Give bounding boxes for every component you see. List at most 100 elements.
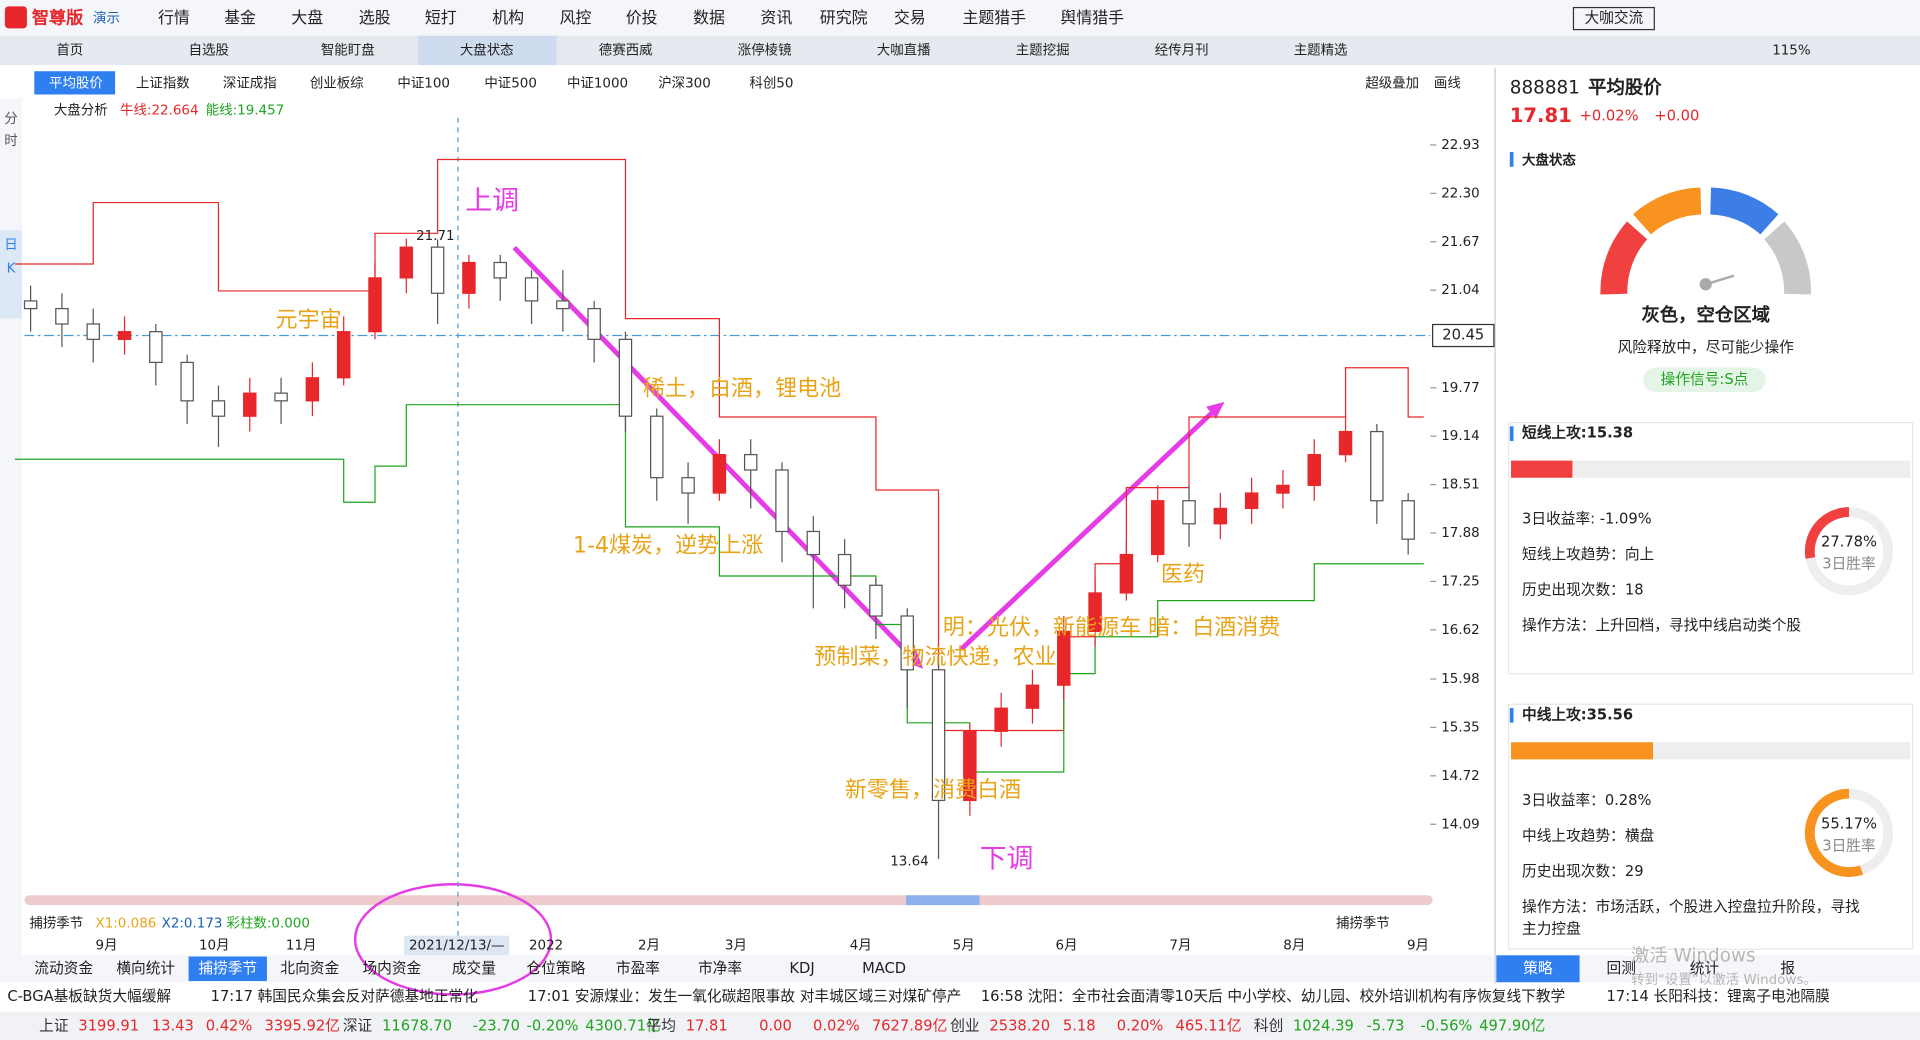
panel-tab[interactable]: 报 bbox=[1780, 960, 1795, 977]
name: 平均股价 bbox=[1588, 76, 1662, 98]
ring-value: 27.78% bbox=[1821, 534, 1877, 551]
menu-item[interactable]: 短打 bbox=[425, 8, 457, 27]
side-label[interactable]: 日 bbox=[4, 238, 17, 253]
toolbar-button[interactable]: 科创50 bbox=[749, 75, 793, 91]
index-field: 0.20% bbox=[1117, 1017, 1164, 1034]
candle-body bbox=[1088, 592, 1102, 632]
ring-arc bbox=[1804, 788, 1864, 877]
chat-button-frame[interactable] bbox=[1572, 6, 1655, 31]
toolbar-button[interactable]: 沪深300 bbox=[658, 75, 711, 91]
side-label[interactable]: 分 bbox=[4, 111, 17, 127]
toolbar-button[interactable]: 中证500 bbox=[484, 75, 537, 91]
toolbar bbox=[0, 67, 1494, 97]
tab[interactable]: 经传月刊 bbox=[1155, 42, 1209, 58]
x-tick-label: 5月 bbox=[953, 939, 975, 954]
menu-item[interactable]: 资讯 bbox=[760, 8, 792, 27]
x-tick-label: 3月 bbox=[725, 939, 747, 954]
menu-item[interactable]: 数据 bbox=[693, 8, 725, 27]
tab[interactable]: 主题精选 bbox=[1294, 42, 1348, 58]
panel-tab[interactable]: 策略 bbox=[1523, 960, 1553, 977]
side-label[interactable]: K bbox=[7, 261, 17, 276]
candle-body bbox=[1276, 484, 1290, 494]
candle-body bbox=[712, 454, 727, 494]
card-line: 3日收益率：0.28% bbox=[1522, 792, 1651, 809]
bottom-tab[interactable]: 流动资金 bbox=[34, 960, 93, 977]
bottom-tab[interactable]: 场内资金 bbox=[362, 960, 421, 977]
menu-item[interactable]: 基金 bbox=[224, 8, 256, 27]
arrow-head bbox=[1206, 401, 1225, 419]
x-tick-label: 2022 bbox=[529, 939, 563, 954]
card-title: 中线上攻:35.56 bbox=[1522, 705, 1633, 723]
bottom-tab[interactable]: 市净率 bbox=[698, 960, 742, 977]
high-label: 21.71 bbox=[416, 229, 455, 244]
tab[interactable]: 自选股 bbox=[189, 42, 229, 58]
news-item[interactable]: 17:14 长阳科技：锂离子电池隔膜 bbox=[1607, 988, 1831, 1005]
bottom-tab[interactable]: MACD bbox=[862, 960, 906, 977]
lower-band bbox=[14, 404, 1424, 773]
index-field: 0.00 bbox=[759, 1017, 792, 1034]
menu-item[interactable]: 选股 bbox=[359, 8, 391, 27]
bottom-tab[interactable]: 成交量 bbox=[452, 959, 496, 977]
tab[interactable]: 涨停棱镜 bbox=[738, 41, 792, 58]
tab[interactable]: 首页 bbox=[56, 42, 83, 58]
bottom-tab[interactable]: 仓位策略 bbox=[527, 960, 586, 977]
bottom-tab[interactable]: 捕捞季节 bbox=[198, 960, 257, 977]
x-tick-label: 9月 bbox=[1407, 939, 1429, 954]
menu-item[interactable]: 机构 bbox=[492, 8, 524, 27]
news-item[interactable]: 16:58 沈阳：全市社会面清零10天后 中小学校、幼儿园、校外培训机构有序恢复… bbox=[981, 987, 1565, 1005]
toolbar-active bbox=[34, 71, 116, 95]
menu-item[interactable]: 行情 bbox=[158, 8, 190, 27]
news-item[interactable]: 17:01 安源煤业：发生一氧化碳超限事故 对丰城区域三对煤矿停产 bbox=[528, 988, 962, 1005]
candle-body bbox=[1057, 630, 1071, 686]
toolbar-button[interactable]: 创业板综 bbox=[310, 75, 364, 91]
tab[interactable]: 主题挖掘 bbox=[1016, 42, 1070, 58]
news-item[interactable]: 17:17 韩国民众集会反对萨德基地正常化 bbox=[211, 987, 479, 1005]
side-label[interactable]: 时 bbox=[4, 133, 17, 149]
candle-body bbox=[336, 331, 351, 379]
toolbar-right[interactable]: 超级叠加 bbox=[1365, 75, 1419, 91]
date-box bbox=[404, 935, 510, 956]
candle-body bbox=[556, 300, 570, 310]
tab[interactable]: 大盘状态 bbox=[460, 41, 514, 58]
index-field: 3395.92亿 bbox=[264, 1017, 339, 1034]
toolbar-button[interactable]: 深证成指 bbox=[223, 75, 277, 91]
bottom-tab[interactable]: 市盈率 bbox=[616, 960, 660, 977]
menu-item[interactable]: 研究院 bbox=[820, 8, 868, 27]
menu-item[interactable]: 大盘 bbox=[291, 8, 323, 27]
candle-body bbox=[837, 553, 852, 586]
toolbar-button[interactable]: 平均股价 bbox=[49, 75, 103, 91]
toolbar-button[interactable]: 中证100 bbox=[397, 75, 450, 91]
bottom-tab[interactable]: 横向统计 bbox=[116, 960, 175, 977]
menu-item[interactable]: 交易 bbox=[894, 8, 926, 27]
y-tick-label: 15.98 bbox=[1441, 672, 1480, 687]
section-mark bbox=[1509, 152, 1514, 167]
toolbar-button[interactable]: 上证指数 bbox=[136, 75, 190, 91]
logo-icon bbox=[4, 6, 27, 29]
annotation: 下调 bbox=[980, 843, 1034, 874]
card-line: 3日收益率: -1.09% bbox=[1522, 510, 1652, 527]
sub-x2: X2:0.173 bbox=[162, 916, 223, 931]
news-item[interactable]: C-BGA基板缺货大幅缓解 bbox=[7, 987, 171, 1005]
menu-item[interactable]: 主题猎手 bbox=[962, 8, 1026, 27]
menu-item[interactable]: 风控 bbox=[560, 8, 592, 27]
progress-track bbox=[1511, 460, 1911, 478]
tab[interactable]: 智能盯盘 bbox=[321, 41, 375, 58]
menu-item[interactable]: 舆情猎手 bbox=[1060, 8, 1124, 27]
candle-body bbox=[1401, 500, 1415, 540]
y-tick-label: 14.09 bbox=[1441, 817, 1480, 832]
x-tick-label: 4月 bbox=[850, 939, 872, 954]
menu-item[interactable]: 价投 bbox=[626, 8, 658, 27]
tab[interactable]: 大咖直播 bbox=[877, 42, 931, 58]
candle-body bbox=[1119, 553, 1134, 594]
bottom-tab[interactable]: KDJ bbox=[789, 960, 814, 977]
chat-button[interactable]: 大咖交流 bbox=[1584, 9, 1643, 27]
tab[interactable]: 德赛西威 bbox=[599, 42, 653, 58]
candle-body bbox=[117, 331, 132, 340]
toolbar-button[interactable]: 中证1000 bbox=[567, 75, 628, 91]
gauge-orange bbox=[1633, 187, 1702, 235]
toolbar-right[interactable]: 画线 bbox=[1434, 75, 1461, 91]
bottom-tab[interactable]: 北向资金 bbox=[280, 960, 339, 977]
panel-tab[interactable]: 回测 bbox=[1607, 960, 1636, 977]
panel-tab[interactable]: 统计 bbox=[1690, 960, 1720, 977]
